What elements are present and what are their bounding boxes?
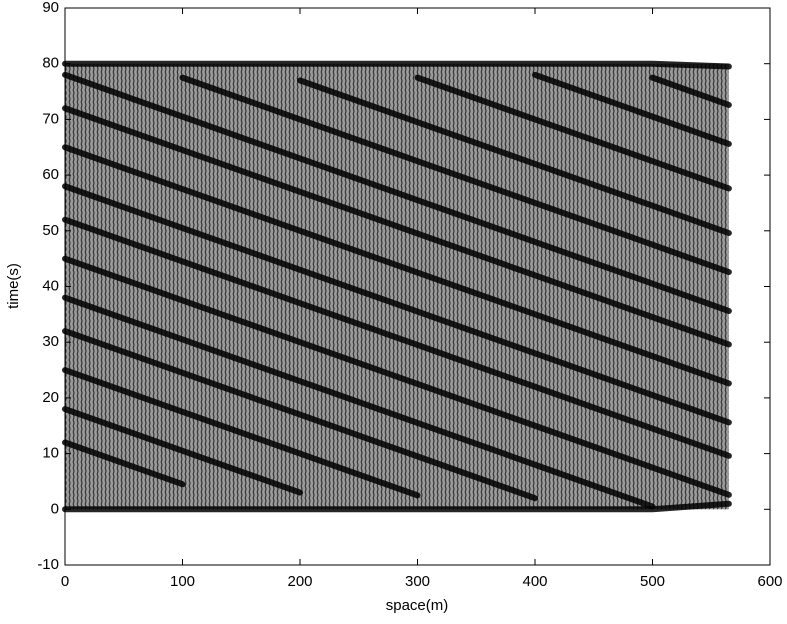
x-tick-label: 0 xyxy=(61,573,69,590)
trajectory-band xyxy=(62,328,538,502)
trajectory-band xyxy=(62,406,303,496)
trajectory-band xyxy=(179,74,732,276)
y-tick-label: 50 xyxy=(42,222,59,239)
x-tick-label: 600 xyxy=(757,573,782,590)
trajectory-band xyxy=(62,216,732,459)
trajectory-band xyxy=(62,255,732,498)
x-tick-label: 200 xyxy=(287,573,312,590)
trajectory-band xyxy=(62,144,732,387)
x-tick-label: 100 xyxy=(170,573,195,590)
trajectory-band xyxy=(414,74,732,192)
trajectory-band xyxy=(62,367,421,499)
trajectory-band xyxy=(532,71,732,147)
x-axis-label: space(m) xyxy=(386,597,449,614)
y-tick-label: -10 xyxy=(37,556,59,573)
x-tick-label: 400 xyxy=(522,573,547,590)
y-tick-label: 20 xyxy=(42,389,59,406)
y-tick-label: 0 xyxy=(51,500,59,517)
trace-texture xyxy=(65,63,729,510)
trajectory-band xyxy=(62,105,732,348)
y-tick-label: 40 xyxy=(42,277,59,294)
trajectory-band xyxy=(297,77,732,237)
trajectory-band xyxy=(62,294,656,510)
y-tick-label: 60 xyxy=(42,166,59,183)
y-tick-label: 10 xyxy=(42,445,59,462)
trajectory-band xyxy=(62,439,186,488)
trajectory-band xyxy=(62,71,732,315)
x-tick-label: 500 xyxy=(640,573,665,590)
y-tick-label: 80 xyxy=(42,55,59,72)
trajectory-band xyxy=(62,60,732,70)
trajectory-band xyxy=(649,74,732,108)
trajectory-band xyxy=(62,183,732,426)
y-tick-label: 90 xyxy=(42,0,59,16)
y-axis-label: time(s) xyxy=(5,263,22,309)
y-tick-label: 30 xyxy=(42,333,59,350)
y-tick-label: 70 xyxy=(42,110,59,127)
x-tick-label: 300 xyxy=(405,573,430,590)
